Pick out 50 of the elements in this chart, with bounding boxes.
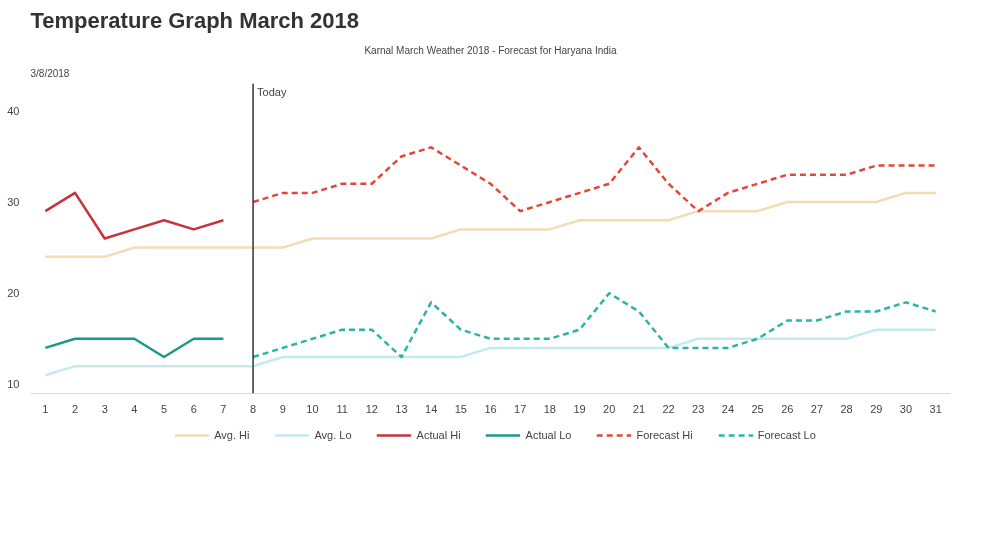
line-series — [44, 328, 937, 377]
line-series — [251, 291, 937, 359]
x-tick-label: 15 — [454, 402, 467, 415]
x-tick-label: 18 — [543, 402, 556, 415]
legend-label: Avg. Lo — [314, 429, 352, 441]
x-tick-label: 19 — [573, 402, 586, 415]
x-tick-label: 29 — [870, 402, 883, 415]
x-tick-label: 2 — [71, 402, 79, 415]
line-series — [251, 146, 937, 213]
legend-label: Actual Hi — [416, 429, 461, 441]
y-tick-label: 30 — [7, 196, 20, 209]
x-tick-label: 4 — [131, 402, 138, 415]
x-tick-label: 5 — [160, 402, 168, 415]
x-tick-label: 14 — [425, 402, 438, 415]
text: 3/8/2018 — [30, 67, 70, 79]
text: Karnal March Weather 2018 - Forecast for Haryana India — [364, 44, 618, 56]
x-tick-label: 27 — [810, 402, 824, 415]
y-tick-label: 20 — [7, 287, 20, 300]
x-tick-label: 23 — [692, 402, 705, 415]
x-tick-label: 21 — [632, 402, 646, 415]
x-tick-label: 22 — [662, 402, 675, 415]
x-tick-label: 8 — [250, 402, 257, 415]
line-series — [44, 191, 937, 258]
x-tick-label: 20 — [603, 402, 616, 415]
legend-label: Forecast Lo — [757, 429, 816, 441]
y-tick-label: 40 — [7, 104, 20, 117]
x-tick-label: 30 — [899, 402, 913, 415]
x-tick-label: 11 — [336, 402, 348, 415]
x-tick-label: 28 — [840, 402, 853, 415]
x-tick-label: 24 — [721, 402, 735, 415]
x-tick-label: 26 — [781, 402, 794, 415]
x-tick-label: 25 — [751, 402, 764, 415]
x-tick-label: 12 — [365, 402, 378, 415]
x-tick-label: 1 — [42, 402, 49, 415]
legend-label: Actual Lo — [525, 429, 572, 441]
y-tick-label: 10 — [7, 378, 20, 391]
legend-label: Avg. Hi — [214, 429, 250, 441]
x-tick-label: 7 — [220, 402, 227, 415]
x-tick-label: 31 — [929, 402, 942, 415]
x-tick-label: 17 — [514, 402, 527, 415]
x-tick-label: 10 — [306, 402, 319, 415]
x-tick-label: 16 — [484, 402, 497, 415]
chart-title: Temperature Graph March 2018 — [30, 7, 359, 33]
x-tick-label: 3 — [101, 402, 108, 415]
x-tick-label: 9 — [279, 402, 286, 415]
ref-line-label: Today — [257, 85, 287, 98]
x-tick-label: 6 — [190, 402, 197, 415]
line-series — [44, 191, 225, 240]
legend-label: Forecast Hi — [636, 429, 693, 441]
x-tick-label: 13 — [395, 402, 408, 415]
